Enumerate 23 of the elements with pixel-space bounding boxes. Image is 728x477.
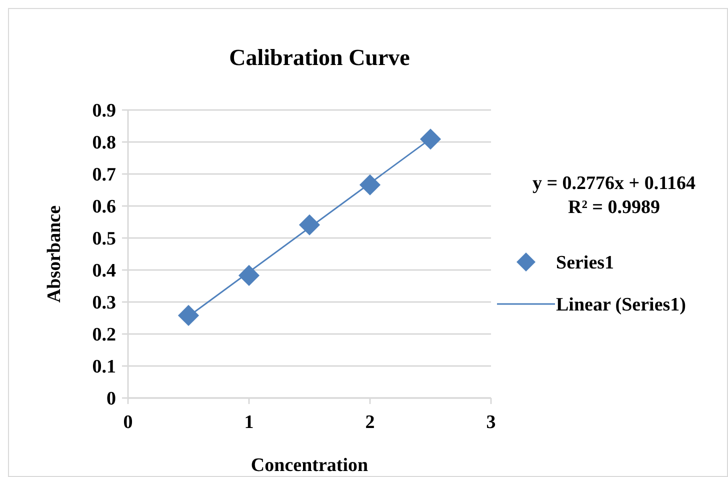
- y-tick-label: 0.2: [92, 324, 116, 346]
- y-tick-label: 0.7: [92, 164, 116, 186]
- text: y = 0.2776x + 0.1164: [532, 173, 696, 194]
- y-tick-label: 0.3: [92, 292, 116, 314]
- legend-label: Series1: [556, 252, 614, 274]
- y-tick-label: 0.9: [92, 100, 116, 122]
- x-axis-title: Concentration: [250, 455, 369, 476]
- y-tick-label: 0.5: [92, 228, 116, 250]
- point: [178, 304, 200, 326]
- y-tick-label: 0.1: [92, 356, 116, 378]
- x-tick-label: 0: [123, 412, 133, 433]
- y-tick-label: 0.6: [92, 196, 116, 218]
- y-axis-title: Absorbance: [44, 205, 65, 303]
- legend-label: Linear (Series1): [556, 294, 686, 316]
- chart-title: Calibration Curve: [229, 45, 410, 70]
- x-tick-label: 2: [365, 412, 375, 433]
- y-tick-label: 0.4: [92, 260, 116, 282]
- y-tick-label: 0: [106, 388, 116, 410]
- text: R² = 0.9989: [568, 197, 660, 218]
- x-tick-label: 3: [486, 412, 496, 433]
- y-tick-label: 0.8: [92, 132, 116, 154]
- x-tick-label: 1: [244, 412, 254, 433]
- point: [420, 128, 442, 150]
